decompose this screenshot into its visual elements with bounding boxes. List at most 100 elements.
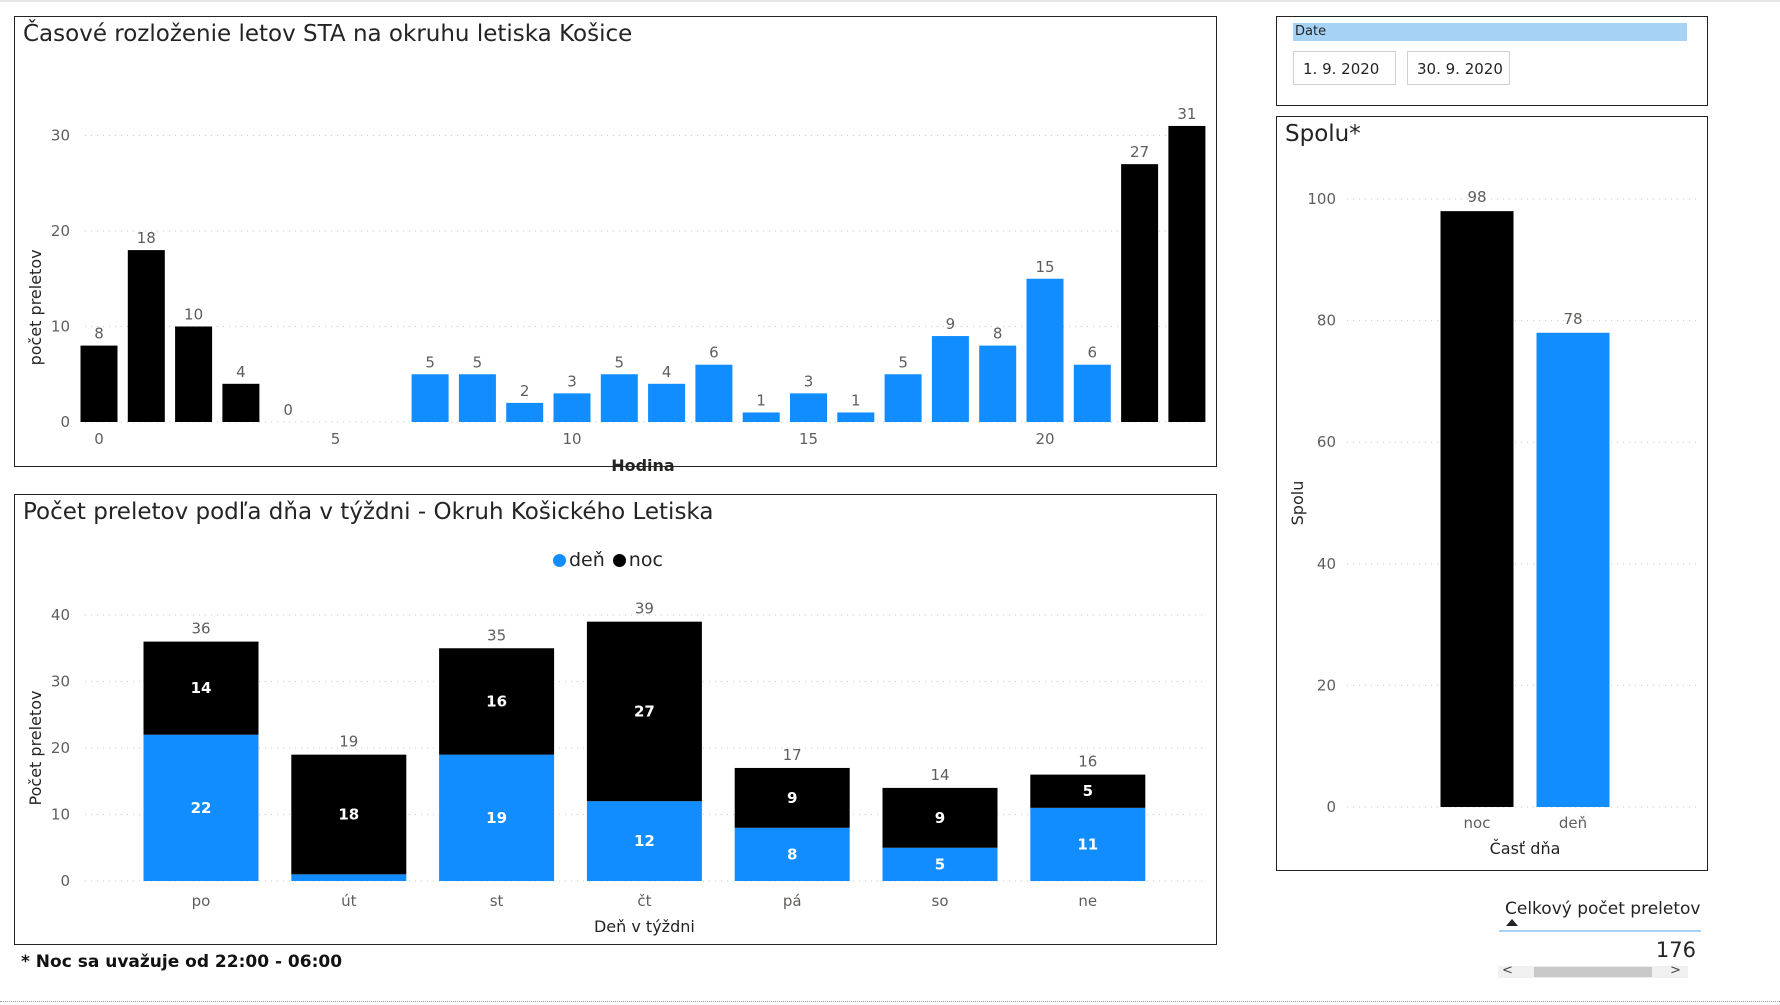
y-tick-label: 40 xyxy=(1317,555,1336,573)
data-label-total: 35 xyxy=(487,626,506,644)
data-label: 2 xyxy=(520,382,530,400)
x-tick-label: pá xyxy=(783,892,802,910)
bar[interactable] xyxy=(1168,125,1206,422)
bar[interactable] xyxy=(837,412,875,422)
hourly-chart-panel[interactable]: Časové rozloženie letov STA na okruhu le… xyxy=(14,16,1218,475)
bar[interactable] xyxy=(1536,332,1610,807)
weekday-chart-title: Počet preletov podľa dňa v týždni - Okru… xyxy=(23,499,714,525)
data-label: 78 xyxy=(1563,310,1582,328)
bar-day[interactable] xyxy=(143,734,259,881)
bar[interactable] xyxy=(458,374,496,422)
card-underline xyxy=(1499,930,1701,932)
legend-item-day[interactable]: deň xyxy=(553,549,605,571)
legend-item-night[interactable]: noc xyxy=(612,549,663,571)
scroll-right-icon[interactable]: > xyxy=(1670,963,1681,978)
data-label: 6 xyxy=(709,344,719,362)
data-label: 3 xyxy=(804,372,814,390)
weekday-chart[interactable]: 0 10 20 30 40 22 14 36 po 18 19 út 19 16 35 st 12 27 39 čt 8… xyxy=(15,495,1218,946)
bar[interactable] xyxy=(411,374,449,422)
x-tick-label: út xyxy=(341,892,357,910)
data-label: 8 xyxy=(94,325,104,343)
total-chart[interactable]: 0 20 40 60 80 100 98 noc 78 deň Časť dňa Spolu xyxy=(1277,117,1709,872)
scroll-left-icon[interactable]: < xyxy=(1502,963,1513,978)
bar[interactable] xyxy=(553,393,591,422)
date-slicer-panel[interactable]: Date 1. 9. 2020 30. 9. 2020 xyxy=(1276,16,1708,106)
bar[interactable] xyxy=(600,374,638,422)
y-axis-title: počet preletov xyxy=(26,249,45,365)
bar[interactable] xyxy=(1121,164,1159,422)
bar-night[interactable] xyxy=(1030,774,1146,808)
data-label-night: 9 xyxy=(787,789,797,807)
y-tick-label: 30 xyxy=(51,127,70,145)
bar-night[interactable] xyxy=(586,621,702,802)
bar[interactable] xyxy=(1026,278,1064,422)
data-label: 4 xyxy=(662,363,672,381)
y-tick-label: 10 xyxy=(51,806,70,824)
bar[interactable] xyxy=(80,345,118,422)
card-scrollbar[interactable]: < > xyxy=(1498,963,1688,978)
x-tick-label: noc xyxy=(1464,814,1491,832)
y-tick-label: 20 xyxy=(51,222,70,240)
legend-label-day: deň xyxy=(569,549,605,571)
bar-night[interactable] xyxy=(439,648,555,755)
bar-day[interactable] xyxy=(882,847,998,881)
bar[interactable] xyxy=(1440,211,1514,807)
bar[interactable] xyxy=(222,383,260,422)
weekday-chart-panel[interactable]: Počet preletov podľa dňa v týždni - Okru… xyxy=(14,494,1217,945)
total-chart-panel[interactable]: Spolu* 0 20 40 60 80 100 98 noc 78 deň Časť dňa Spo… xyxy=(1276,116,1708,871)
bar-night[interactable] xyxy=(734,767,850,828)
bar-day[interactable] xyxy=(1030,807,1146,881)
x-tick-label: po xyxy=(192,892,211,910)
data-label-night: 5 xyxy=(1083,782,1093,800)
data-label-day: 11 xyxy=(1077,835,1098,853)
bar-day[interactable] xyxy=(291,874,407,881)
bar-day[interactable] xyxy=(734,827,850,881)
data-label-night: 14 xyxy=(191,679,212,697)
bar-day[interactable] xyxy=(439,754,555,881)
bottom-border xyxy=(0,1001,1780,1002)
scroll-thumb[interactable] xyxy=(1534,967,1652,977)
date-start-input[interactable]: 1. 9. 2020 xyxy=(1293,51,1396,85)
bar[interactable] xyxy=(884,374,922,422)
data-label: 10 xyxy=(184,306,203,324)
weekday-legend[interactable]: deň noc xyxy=(553,549,667,571)
data-label-total: 14 xyxy=(930,766,949,784)
bar[interactable] xyxy=(695,364,733,422)
top-border xyxy=(0,0,1780,2)
y-tick-label: 30 xyxy=(51,673,70,691)
data-label: 27 xyxy=(1130,143,1149,161)
bar[interactable] xyxy=(790,393,827,422)
data-label: 5 xyxy=(615,353,625,371)
data-label: 6 xyxy=(1088,344,1098,362)
data-label: 1 xyxy=(851,391,861,409)
y-tick-label: 100 xyxy=(1307,190,1336,208)
bar[interactable] xyxy=(127,250,165,422)
bar[interactable] xyxy=(648,383,686,422)
bar-night[interactable] xyxy=(882,787,998,848)
data-label-day: 5 xyxy=(935,855,945,873)
date-end-input[interactable]: 30. 9. 2020 xyxy=(1407,51,1510,85)
data-label: 98 xyxy=(1467,188,1486,206)
data-label: 18 xyxy=(137,229,156,247)
x-tick-label: 15 xyxy=(799,430,818,448)
x-tick-label: ne xyxy=(1078,892,1097,910)
y-axis-title: Počet preletov xyxy=(26,691,45,806)
x-axis-title: Hodina xyxy=(611,456,675,475)
bar[interactable] xyxy=(1073,364,1111,422)
data-label: 8 xyxy=(993,325,1003,343)
y-axis-title: Spolu xyxy=(1288,481,1307,526)
bar[interactable] xyxy=(742,412,780,422)
sort-triangle-icon[interactable] xyxy=(1506,919,1518,926)
y-tick-label: 20 xyxy=(1317,676,1336,694)
bar-night[interactable] xyxy=(143,641,259,735)
bar[interactable] xyxy=(931,336,969,422)
data-label-total: 36 xyxy=(191,620,210,638)
bar[interactable] xyxy=(506,402,544,422)
bar[interactable] xyxy=(979,345,1017,422)
x-axis-title: Časť dňa xyxy=(1490,839,1561,858)
bar-night[interactable] xyxy=(291,754,407,875)
bar-day[interactable] xyxy=(586,801,702,881)
bar[interactable] xyxy=(175,326,213,423)
data-label-day: 19 xyxy=(486,809,507,827)
